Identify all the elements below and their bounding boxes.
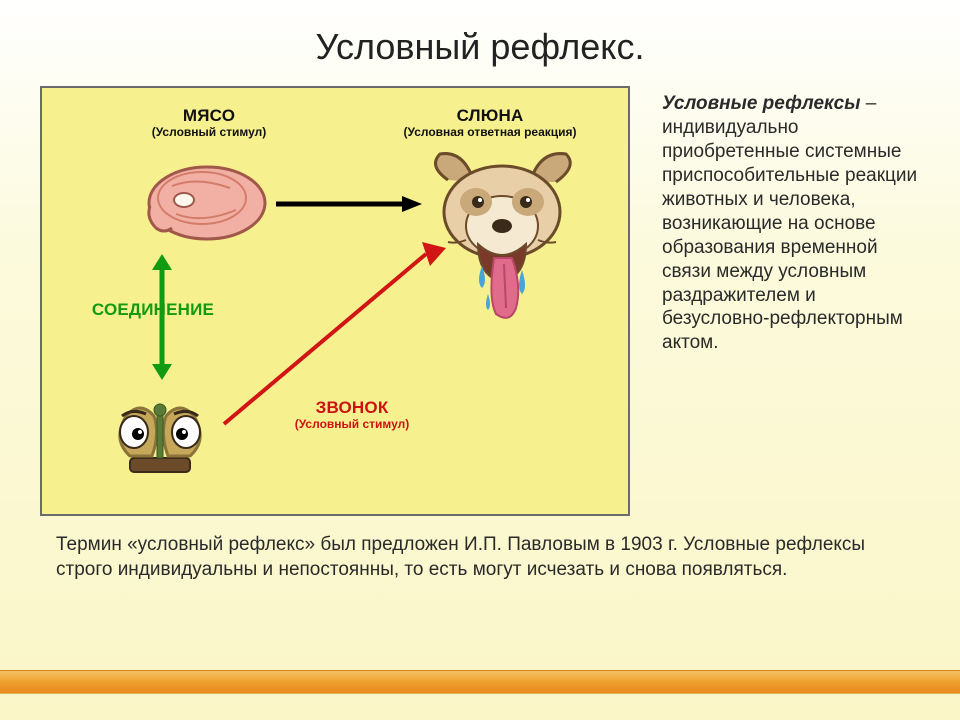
definition-text: Условные рефлексы – индивидуально приобр…	[662, 92, 922, 355]
label-meat-sub: (Условный стимул)	[124, 126, 294, 140]
footnote-line1: Термин «условный рефлекс» был предложен …	[56, 534, 678, 555]
meat-icon	[142, 148, 272, 248]
diagram: МЯСО (Условный стимул) СЛЮНА (Условная о…	[42, 88, 628, 514]
label-meat: МЯСО (Условный стимул)	[124, 106, 294, 139]
bell-icon	[100, 376, 220, 486]
label-meat-main: МЯСО	[124, 106, 294, 126]
diagram-frame: МЯСО (Условный стимул) СЛЮНА (Условная о…	[40, 86, 630, 516]
arrow-meat-to-saliva	[276, 196, 422, 212]
label-saliva-sub: (Условная ответная реакция)	[390, 126, 590, 140]
arrow-connection	[148, 254, 176, 380]
arrow-bell-to-saliva	[218, 240, 448, 430]
footnote: Термин «условный рефлекс» был предложен …	[56, 532, 916, 582]
accent-bar	[0, 670, 960, 694]
slide: Условный рефлекс. МЯСО (Условный стимул)…	[0, 0, 960, 720]
definition-body: – индивидуально приобретенные системные …	[662, 93, 917, 353]
definition-term: Условные рефлексы	[662, 93, 860, 114]
label-saliva-main: СЛЮНА	[390, 106, 590, 126]
label-saliva: СЛЮНА (Условная ответная реакция)	[390, 106, 590, 139]
slide-title: Условный рефлекс.	[0, 26, 960, 68]
